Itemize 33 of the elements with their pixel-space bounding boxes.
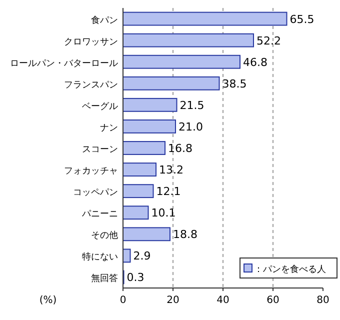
text: 16.8 [168, 142, 192, 155]
y-tick-label: ロールパン・バターロール [10, 58, 118, 69]
text: 12.1 [156, 185, 181, 198]
text: 21.5 [180, 98, 204, 112]
text: 21.0 [178, 120, 203, 134]
y-tick-label: スコーン [82, 145, 118, 155]
y-tick-label: その他 [91, 230, 118, 242]
text: 13.2 [159, 164, 184, 177]
text: 18.8 [173, 228, 198, 242]
y-tick-label: クロワッサン [64, 37, 118, 48]
y-tick-label: フォカッチャ [64, 166, 118, 177]
x-tick-label: 0 [120, 295, 126, 306]
x-tick-label: 40 [216, 295, 230, 306]
text: 65.5 [290, 12, 314, 26]
text: 2.9 [133, 250, 151, 263]
x-tick-label: 80 [316, 295, 330, 306]
x-axis-title: (%) [39, 295, 57, 306]
legend-label: ：パンを食べる人 [254, 264, 326, 275]
text: 10.1 [151, 206, 176, 220]
y-tick-label: ベーグル [82, 100, 118, 112]
y-tick-label: 特にない [82, 252, 118, 263]
y-tick-label: パニーニ [81, 210, 118, 220]
y-tick-label: 食パン [91, 14, 118, 26]
y-tick-label: ナン [100, 123, 118, 134]
y-tick-label: フランスパン [64, 80, 118, 90]
x-tick-label: 60 [266, 295, 280, 306]
y-tick-label: コッペパン [73, 188, 118, 198]
text: 38.5 [222, 77, 247, 90]
text: 46.8 [243, 56, 268, 69]
text: 0.3 [126, 271, 144, 284]
x-tick-label: 20 [166, 295, 180, 306]
y-tick-label: 無回答 [91, 273, 118, 284]
text: 52.2 [256, 34, 281, 48]
